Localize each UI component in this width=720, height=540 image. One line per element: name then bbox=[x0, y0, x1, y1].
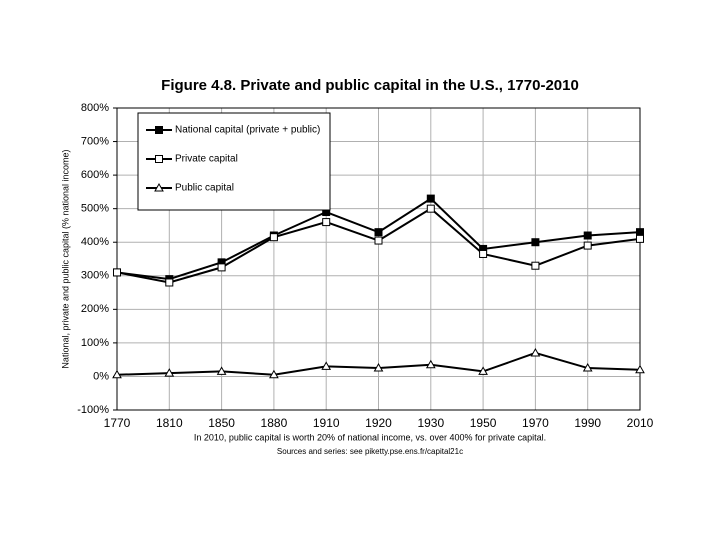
legend-label: National capital (private + public) bbox=[175, 125, 320, 136]
point bbox=[322, 218, 331, 227]
point bbox=[154, 182, 164, 192]
x-tick-label: 1910 bbox=[313, 416, 340, 430]
point bbox=[269, 233, 278, 242]
y-axis-label: National, private and public capital (% … bbox=[60, 149, 70, 368]
point bbox=[583, 241, 592, 250]
point bbox=[155, 155, 163, 163]
point bbox=[217, 263, 226, 272]
point bbox=[635, 364, 645, 374]
y-tick-label: 500% bbox=[81, 203, 109, 215]
x-tick-label: 1930 bbox=[417, 416, 444, 430]
point bbox=[112, 369, 122, 379]
point bbox=[165, 278, 174, 287]
note: In 2010, public capital is worth 20% of … bbox=[194, 432, 546, 442]
point bbox=[531, 261, 540, 270]
point bbox=[478, 366, 488, 375]
x-tick-label: 1850 bbox=[208, 416, 235, 430]
y-tick-label: 600% bbox=[81, 169, 109, 181]
legend-label: Private capital bbox=[175, 154, 238, 165]
point bbox=[321, 361, 332, 370]
x-tick-label: 2010 bbox=[627, 416, 654, 430]
point bbox=[636, 228, 644, 237]
point bbox=[426, 204, 435, 213]
x-tick-label: 1880 bbox=[261, 416, 288, 430]
point bbox=[636, 234, 644, 243]
point bbox=[531, 238, 540, 247]
x-tick-label: 1770 bbox=[104, 416, 131, 430]
y-tick-label: -100% bbox=[77, 404, 109, 416]
plot-frame bbox=[116, 107, 641, 411]
point bbox=[425, 359, 436, 369]
y-tick-label: 200% bbox=[81, 303, 109, 315]
x-tick-label: 1920 bbox=[365, 416, 392, 430]
point bbox=[426, 194, 435, 203]
legend-label: Public capital bbox=[175, 183, 234, 194]
y-tick-label: 400% bbox=[81, 236, 109, 248]
y-tick-label: 0% bbox=[93, 370, 109, 382]
note: Sources and series: see piketty.pse.ens.… bbox=[277, 447, 463, 456]
y-tick-label: 700% bbox=[81, 135, 109, 147]
chart-title: Figure 4.8. Private and public capital i… bbox=[161, 77, 579, 94]
point bbox=[373, 363, 384, 372]
point bbox=[155, 126, 163, 134]
x-tick-label: 1970 bbox=[522, 416, 549, 430]
x-tick-label: 1950 bbox=[470, 416, 497, 430]
y-tick-label: 300% bbox=[81, 270, 109, 282]
point bbox=[113, 268, 121, 277]
y-tick-label: 800% bbox=[81, 102, 109, 114]
point bbox=[583, 231, 592, 240]
x-tick-label: 1810 bbox=[156, 416, 183, 430]
x-tick-label: 1990 bbox=[574, 416, 601, 430]
point bbox=[164, 368, 175, 377]
point bbox=[479, 249, 488, 258]
point bbox=[374, 228, 383, 237]
point bbox=[530, 347, 541, 357]
point bbox=[374, 236, 383, 245]
point bbox=[216, 366, 227, 375]
point bbox=[269, 369, 279, 379]
y-tick-label: 100% bbox=[81, 337, 109, 349]
point bbox=[582, 363, 593, 372]
